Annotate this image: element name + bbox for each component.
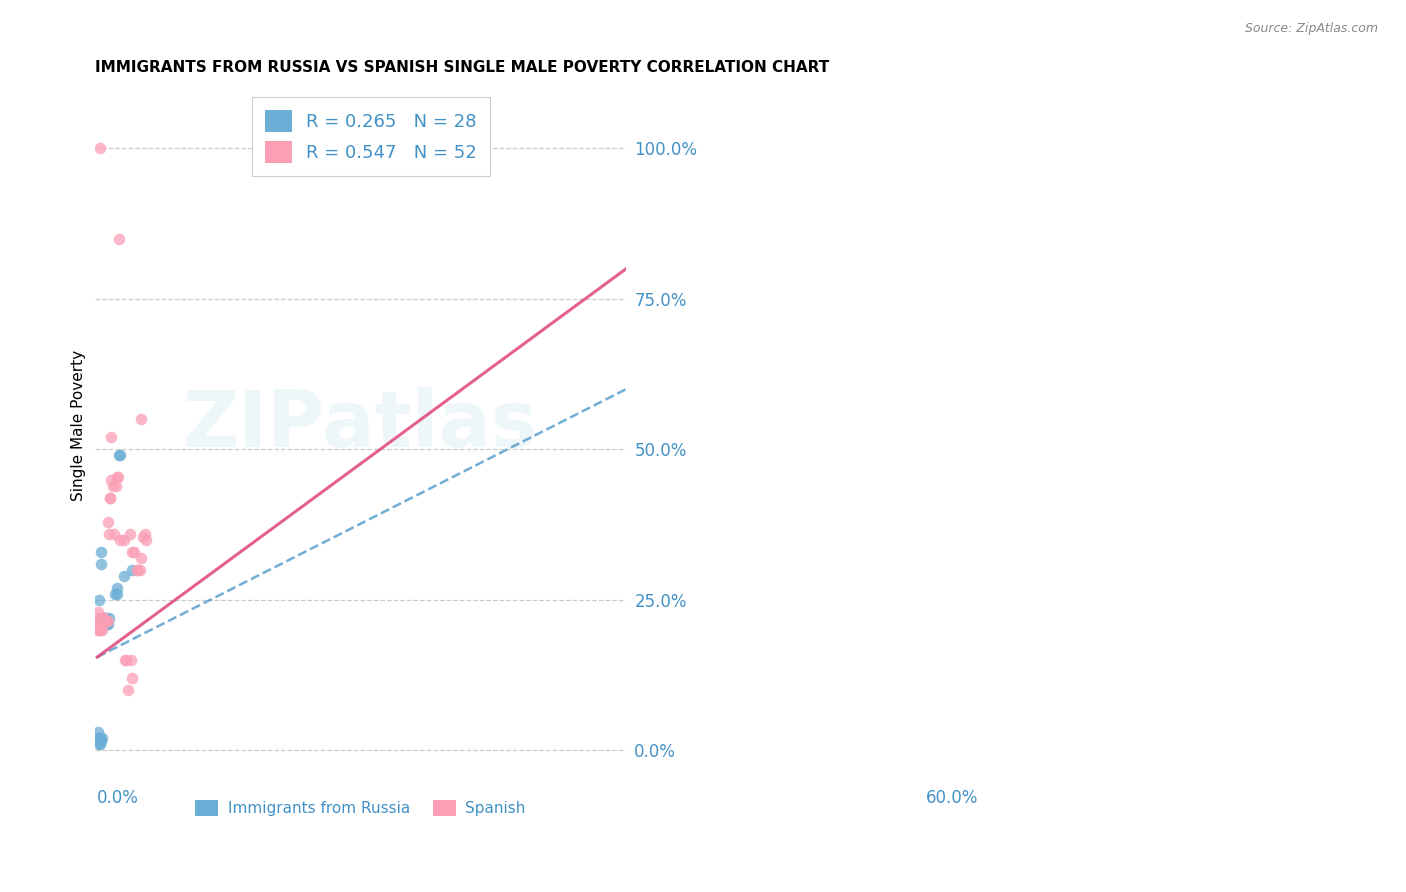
- Text: Source: ZipAtlas.com: Source: ZipAtlas.com: [1244, 22, 1378, 36]
- Point: [125, 563, 148, 577]
- Point: [97, 614, 120, 628]
- Point: [90, 731, 112, 746]
- Point: [108, 533, 131, 547]
- Point: [87, 734, 110, 748]
- Point: [89, 620, 111, 634]
- Point: [127, 563, 149, 577]
- Point: [93, 611, 115, 625]
- Point: [90, 545, 112, 559]
- Point: [97, 611, 120, 625]
- Point: [93, 617, 115, 632]
- Point: [105, 469, 128, 483]
- Legend: Immigrants from Russia, Spanish: Immigrants from Russia, Spanish: [190, 794, 531, 822]
- Point: [118, 526, 141, 541]
- Point: [112, 569, 135, 583]
- Point: [97, 515, 120, 529]
- Point: [94, 614, 117, 628]
- Point: [134, 526, 156, 541]
- Point: [89, 617, 111, 632]
- Point: [114, 653, 136, 667]
- Point: [89, 738, 111, 752]
- Point: [91, 611, 114, 625]
- Point: [93, 614, 115, 628]
- Point: [90, 623, 112, 637]
- Point: [87, 623, 110, 637]
- Y-axis label: Single Male Poverty: Single Male Poverty: [72, 350, 86, 501]
- Point: [129, 412, 152, 426]
- Point: [105, 587, 128, 601]
- Point: [100, 430, 122, 444]
- Point: [90, 734, 112, 748]
- Point: [87, 593, 110, 607]
- Point: [107, 469, 129, 483]
- Point: [90, 617, 112, 632]
- Point: [90, 557, 112, 571]
- Point: [93, 611, 115, 625]
- Point: [87, 617, 110, 632]
- Point: [121, 545, 143, 559]
- Point: [87, 605, 110, 619]
- Point: [94, 611, 117, 625]
- Point: [93, 611, 115, 625]
- Point: [89, 731, 111, 746]
- Point: [108, 232, 131, 246]
- Point: [100, 473, 122, 487]
- Point: [112, 533, 135, 547]
- Point: [93, 611, 115, 625]
- Text: IMMIGRANTS FROM RUSSIA VS SPANISH SINGLE MALE POVERTY CORRELATION CHART: IMMIGRANTS FROM RUSSIA VS SPANISH SINGLE…: [94, 60, 828, 75]
- Point: [96, 617, 118, 632]
- Point: [104, 478, 127, 492]
- Point: [104, 587, 127, 601]
- Point: [100, 491, 122, 505]
- Point: [122, 545, 145, 559]
- Point: [97, 617, 120, 632]
- Point: [103, 526, 125, 541]
- Text: 0.0%: 0.0%: [97, 789, 139, 807]
- Point: [90, 611, 112, 625]
- Point: [87, 611, 110, 625]
- Point: [121, 563, 143, 577]
- Point: [135, 533, 157, 547]
- Point: [129, 550, 152, 565]
- Point: [115, 653, 138, 667]
- Point: [89, 141, 111, 155]
- Point: [132, 530, 155, 544]
- Point: [87, 738, 110, 752]
- Point: [90, 614, 112, 628]
- Point: [93, 611, 115, 625]
- Point: [108, 449, 131, 463]
- Point: [117, 683, 139, 698]
- Text: ZIPatlas: ZIPatlas: [183, 387, 537, 463]
- Point: [108, 449, 131, 463]
- Point: [91, 617, 114, 632]
- Point: [98, 491, 121, 505]
- Point: [87, 725, 110, 739]
- Point: [121, 671, 143, 685]
- Point: [101, 478, 124, 492]
- Point: [107, 581, 129, 595]
- Point: [97, 526, 120, 541]
- Point: [87, 623, 110, 637]
- Point: [87, 731, 110, 746]
- Point: [94, 614, 117, 628]
- Point: [87, 614, 110, 628]
- Point: [128, 563, 150, 577]
- Point: [94, 611, 117, 625]
- Point: [120, 653, 142, 667]
- Point: [89, 623, 111, 637]
- Text: 60.0%: 60.0%: [927, 789, 979, 807]
